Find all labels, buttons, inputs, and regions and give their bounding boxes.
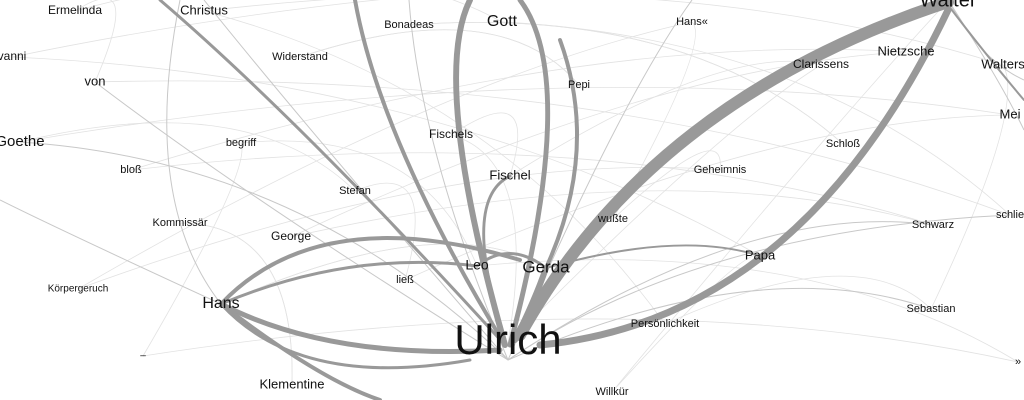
node-label: begriff xyxy=(226,137,257,149)
edge xyxy=(203,0,509,361)
node-label: Hans xyxy=(202,295,239,312)
edge xyxy=(130,48,907,171)
node-label: Fischel xyxy=(489,167,530,182)
edge xyxy=(475,252,548,270)
edge xyxy=(19,122,356,192)
edge xyxy=(142,318,1019,363)
node-label: Papa xyxy=(745,247,776,262)
node-label: Leo xyxy=(465,257,489,273)
node-label: von xyxy=(85,73,106,88)
node-label: Fischels xyxy=(429,127,473,141)
edge xyxy=(11,0,949,58)
node-label: Widerstand xyxy=(272,51,328,63)
edge xyxy=(930,64,1009,310)
node-label: Bonadeas xyxy=(384,19,434,31)
node-label: Clarissens xyxy=(793,57,849,71)
edge xyxy=(507,0,551,348)
node-label: Sebastian xyxy=(907,303,956,315)
node-label: Ulrich xyxy=(454,316,561,363)
node-label: Mei xyxy=(1000,106,1021,121)
edge xyxy=(219,302,472,370)
node-label: Gott xyxy=(487,13,518,30)
node-label: Körpergeruch xyxy=(48,284,109,295)
edge xyxy=(482,174,512,342)
node-label: » xyxy=(1015,356,1021,368)
edge xyxy=(507,287,932,361)
node-label: Schwarz xyxy=(912,219,954,231)
edge xyxy=(507,64,822,344)
node-label: Kommissär xyxy=(152,217,207,229)
node-label: Nietzsche xyxy=(877,43,934,58)
edge xyxy=(408,21,844,145)
node-label: Goethe xyxy=(0,133,45,150)
edge xyxy=(158,0,507,347)
edge xyxy=(664,275,932,325)
edge xyxy=(142,142,243,357)
edge xyxy=(0,199,222,305)
edge xyxy=(450,134,517,344)
node-label: vanni xyxy=(0,49,26,63)
edge xyxy=(19,141,509,361)
node-label: Walters xyxy=(981,56,1024,71)
edge xyxy=(545,244,761,269)
node-label: Persönlichkeit xyxy=(631,318,699,330)
edge xyxy=(354,182,416,281)
node-label: Geheimnis xyxy=(694,164,747,176)
edge xyxy=(512,265,549,343)
edge xyxy=(507,214,1011,361)
node-label: Ermelinda xyxy=(48,3,102,17)
node-label: bloß xyxy=(120,164,142,176)
edge xyxy=(219,302,382,400)
edge xyxy=(203,0,1004,66)
node-label: Walter xyxy=(919,0,976,11)
node-label: Christus xyxy=(180,2,228,17)
edge xyxy=(77,21,693,290)
node-label: Stefan xyxy=(339,185,371,197)
node-label: Hans« xyxy=(676,16,708,28)
node-label: Pepi xyxy=(568,79,590,91)
node-label: wußte xyxy=(597,213,628,225)
node-label: Willkür xyxy=(596,386,629,398)
edge xyxy=(166,0,222,305)
edge xyxy=(203,10,666,325)
edge xyxy=(947,0,1024,131)
edge xyxy=(74,0,117,83)
edge xyxy=(507,221,934,361)
edge xyxy=(74,0,503,23)
edge xyxy=(130,152,934,226)
edge xyxy=(94,80,1011,216)
edge xyxy=(299,29,580,86)
edge xyxy=(947,4,1024,101)
edge xyxy=(219,236,522,306)
node-label: George xyxy=(271,229,311,243)
edge xyxy=(218,301,503,354)
edge xyxy=(94,81,509,361)
edge xyxy=(544,38,580,270)
edge xyxy=(536,6,952,349)
node-label: ließ xyxy=(396,274,414,286)
edge xyxy=(179,222,293,386)
node-label: schlie xyxy=(996,209,1024,221)
edge xyxy=(353,0,507,347)
node-label: Schloß xyxy=(826,138,861,150)
edge xyxy=(612,150,721,220)
edge xyxy=(611,0,949,393)
node-label: Klementine xyxy=(259,376,324,391)
edge xyxy=(514,0,954,341)
node-label: – xyxy=(140,351,146,362)
edge xyxy=(219,260,479,306)
edge xyxy=(404,114,1011,281)
edge xyxy=(290,190,934,238)
edge xyxy=(19,86,1011,143)
edge xyxy=(11,56,761,257)
edge xyxy=(408,0,509,361)
node-label: Gerda xyxy=(522,257,570,276)
